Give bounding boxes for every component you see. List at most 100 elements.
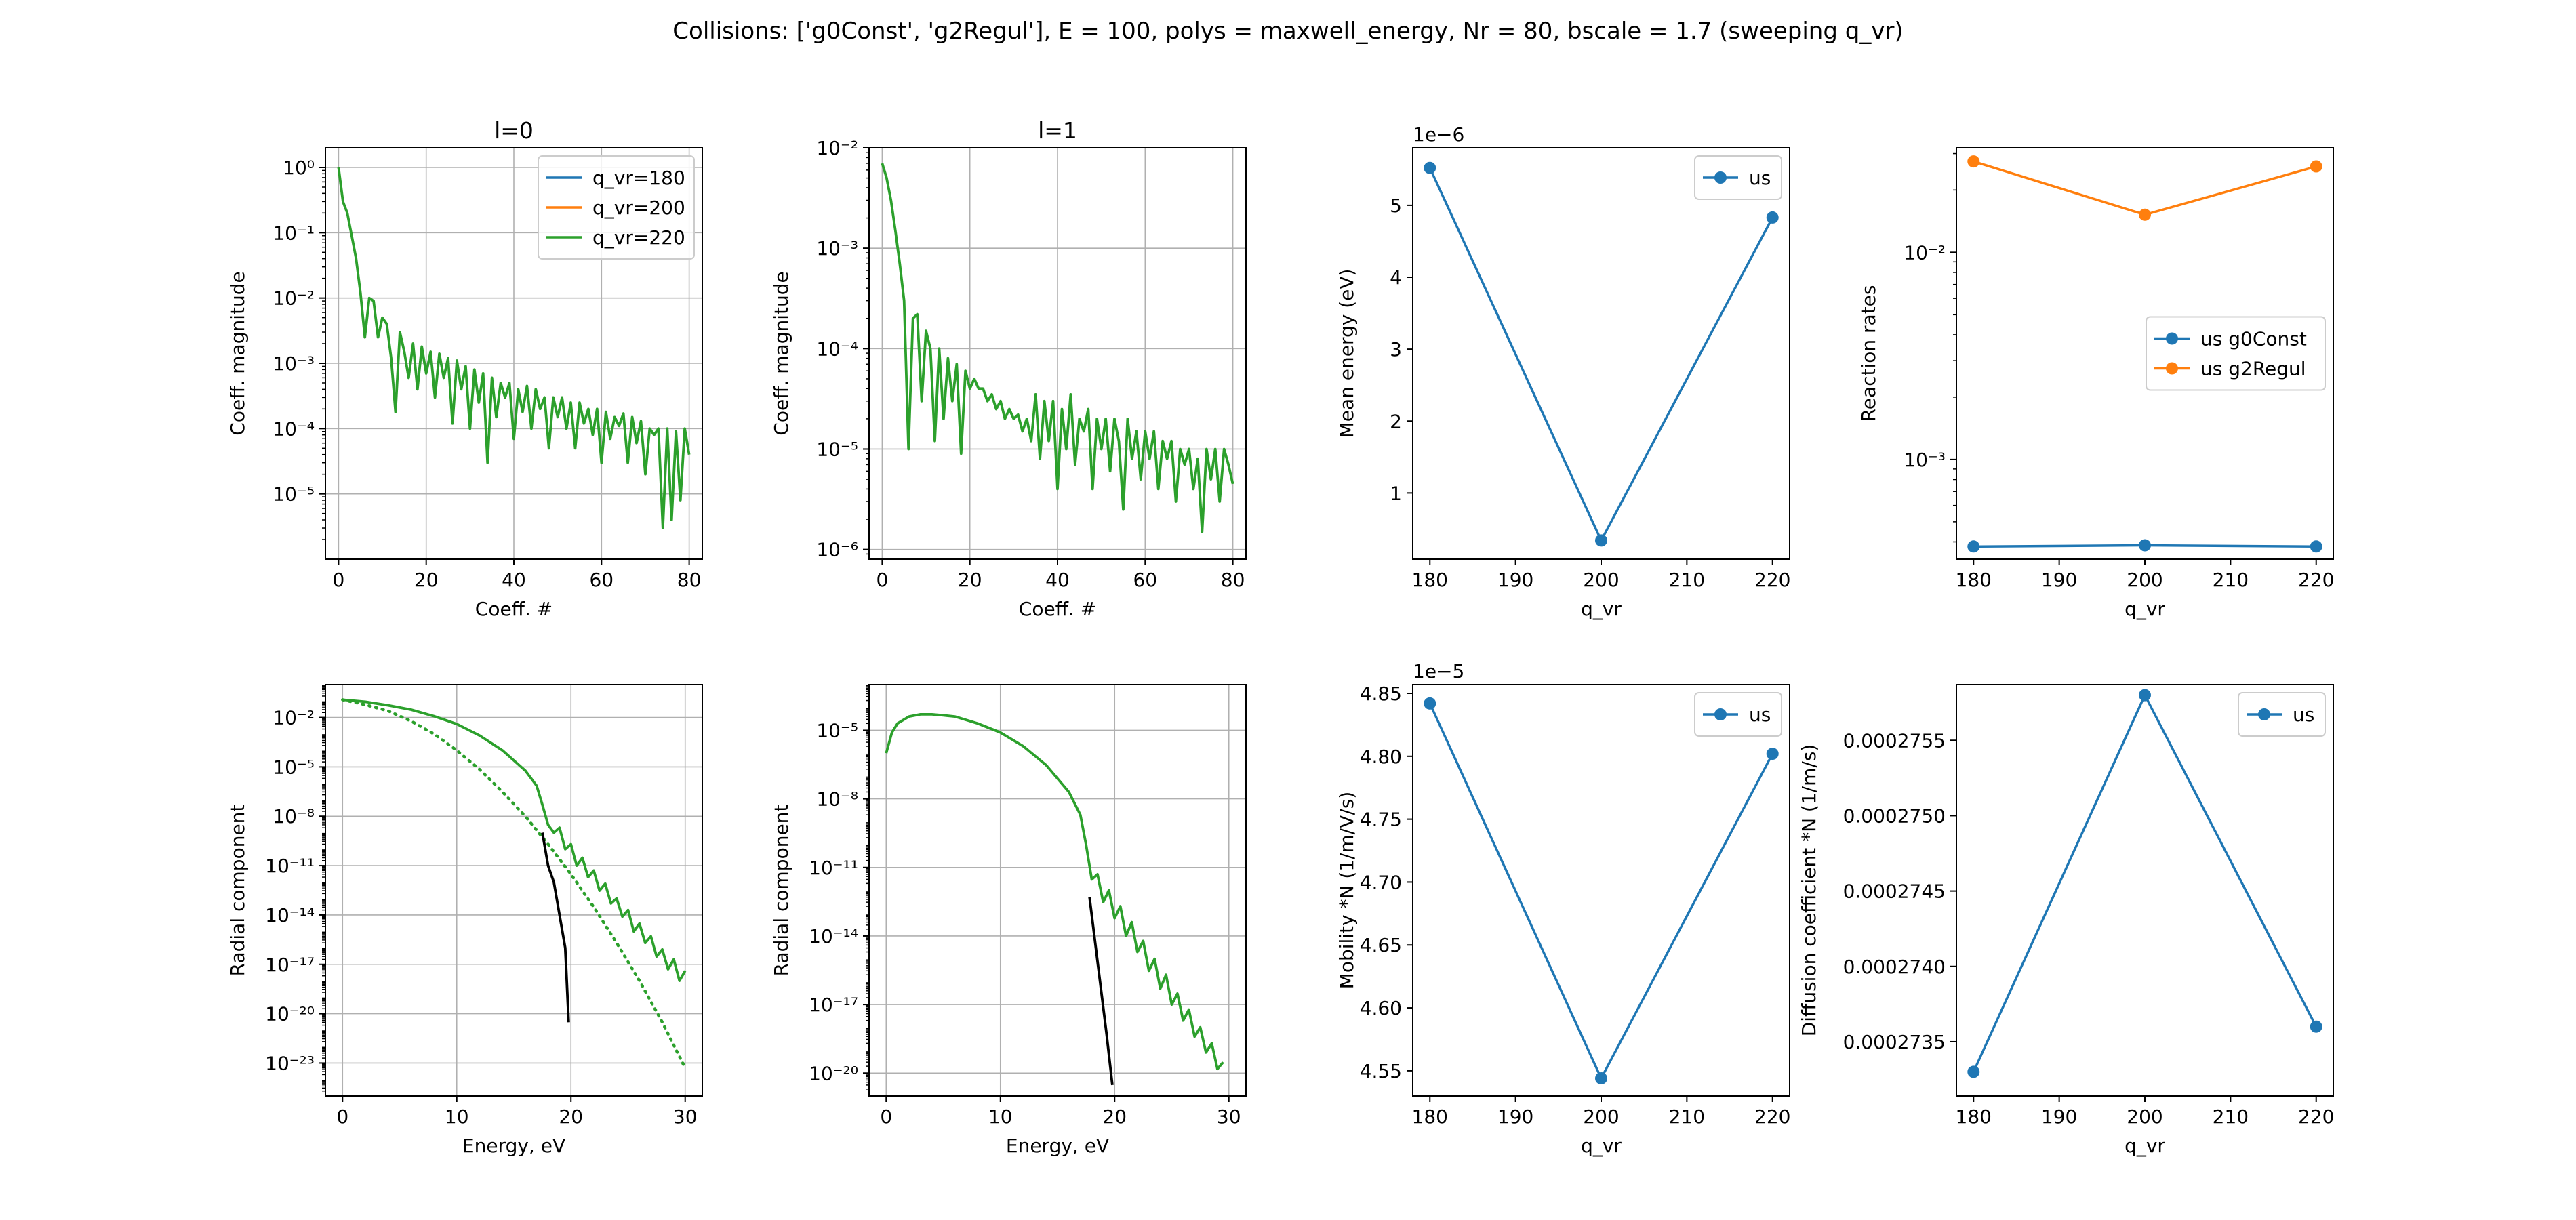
series-line — [1428, 703, 1774, 1080]
x-axis-label: q_vr — [1581, 598, 1622, 620]
legend: us — [1694, 692, 1782, 737]
x-tick-label: 190 — [2041, 1105, 2077, 1128]
data-point — [1595, 1072, 1607, 1085]
y-tick-label: 10⁻² — [273, 287, 315, 310]
y-axis-label: Diffusion coefficient *N (1/m/s) — [1798, 744, 1820, 1037]
subplot-l0-radial: 0 10 20 30 10⁻²³ 10⁻²⁰ 10⁻¹⁷ 10⁻¹⁴ 10⁻¹¹ 10⁻⁸ 10⁻⁵… — [226, 684, 703, 1157]
axes-frame — [325, 684, 703, 1097]
x-tick-label: 80 — [1221, 569, 1245, 591]
x-tick-label: 60 — [589, 569, 613, 591]
y-tick-label: 10⁻⁵ — [273, 483, 315, 506]
series-line — [337, 167, 691, 529]
data-point — [1424, 161, 1436, 174]
series-line — [1973, 160, 2317, 216]
data-point — [1766, 748, 1779, 760]
y-tick-label: 0.0002740 — [1843, 956, 1946, 978]
x-axis-label: q_vr — [2125, 598, 2165, 620]
y-tick-label: 10⁻² — [273, 707, 315, 729]
plot-area — [1967, 155, 2322, 553]
y-tick-label: 10⁻⁵ — [273, 756, 315, 778]
x-tick-label: 30 — [1217, 1105, 1241, 1128]
y-tick-label: 10⁻²³ — [265, 1052, 315, 1074]
y-axis-label: Coeff. magnitude — [226, 271, 249, 435]
x-tick-label: 180 — [1956, 1105, 1992, 1128]
subplot-title: l=1 — [1038, 117, 1077, 144]
x-tick-label: 200 — [2127, 569, 2162, 591]
x-tick-label: 0 — [880, 1105, 892, 1128]
y-tick-label: 10⁻¹¹ — [809, 857, 858, 879]
y-tick-label: 1 — [1390, 482, 1402, 504]
y-tick-label: 10⁻¹⁷ — [809, 994, 858, 1016]
subplot-reaction-rates: 180 190 200 210 220 10⁻³ 10⁻² q_vr Reaction rate… — [1857, 147, 2334, 620]
data-point — [1967, 540, 1980, 553]
y-tick-label: 4 — [1390, 266, 1402, 289]
x-tick-label: 40 — [1045, 569, 1070, 591]
axes-frame — [1412, 147, 1790, 560]
series-line — [1428, 167, 1774, 542]
y-tick-label: 10⁻¹⁴ — [265, 904, 315, 927]
legend-marker — [1714, 171, 1727, 184]
y-axis-label: Mean energy (eV) — [1335, 269, 1358, 439]
x-tick-label: 200 — [2127, 1105, 2162, 1128]
y-tick-label: 0.0002735 — [1843, 1031, 1946, 1053]
x-tick-label: 190 — [1497, 569, 1533, 591]
series-line — [541, 832, 570, 1023]
x-tick-label: 20 — [414, 569, 439, 591]
legend-marker — [2258, 708, 2270, 720]
x-tick-label: 200 — [1583, 1105, 1619, 1128]
data-point — [1424, 697, 1436, 710]
y-tick-label: 10⁻⁵ — [816, 438, 858, 460]
x-tick-label: 20 — [1102, 1105, 1127, 1128]
y-tick-label: 10⁻⁸ — [816, 788, 858, 811]
y-tick-label: 10⁻³ — [1904, 449, 1946, 471]
y-tick-label: 10⁻⁵ — [816, 719, 858, 741]
y-tick-label: 4.75 — [1360, 809, 1402, 831]
y-tick-label: 10⁻⁴ — [816, 338, 858, 360]
plot-area — [337, 167, 691, 529]
legend-label: q_vr=180 — [592, 167, 685, 189]
x-tick-label: 20 — [559, 1105, 583, 1128]
x-tick-label: 0 — [332, 569, 344, 591]
x-tick-label: 20 — [958, 569, 982, 591]
y-tick-label: 10⁻²⁰ — [265, 1003, 315, 1025]
axes-frame — [1412, 684, 1790, 1097]
x-axis-label: Energy, eV — [1006, 1135, 1109, 1157]
legend-label: q_vr=200 — [592, 197, 685, 219]
data-point — [1967, 155, 1980, 168]
y-tick-label: 2 — [1390, 410, 1402, 432]
y-tick-label: 10⁻² — [1904, 241, 1946, 264]
legend-label: us — [1749, 167, 1771, 189]
series-line — [1972, 693, 2318, 1073]
y-tick-label: 10⁻¹⁷ — [265, 954, 315, 976]
x-tick-label: 220 — [1754, 569, 1790, 591]
series-line — [342, 698, 687, 982]
y-tick-label: 4.55 — [1360, 1060, 1402, 1082]
x-tick-label: 10 — [988, 1105, 1013, 1128]
subplot-title: l=0 — [494, 117, 534, 144]
x-tick-label: 210 — [1669, 1105, 1705, 1128]
y-tick-label: 10⁻²⁰ — [809, 1062, 858, 1084]
x-tick-label: 210 — [2213, 1105, 2249, 1128]
x-tick-label: 210 — [1669, 569, 1705, 591]
y-tick-label: 10⁻⁸ — [273, 805, 315, 828]
x-axis-label: Coeff. # — [1019, 598, 1096, 620]
subplot-mobility: 180 190 200 210 220 4.55 4.60 4.65 4.70 4.75 4.80 4… — [1335, 660, 1790, 1157]
series-line — [881, 163, 1234, 533]
x-tick-label: 210 — [2213, 569, 2249, 591]
legend-marker — [1714, 708, 1727, 720]
data-point — [1766, 211, 1779, 224]
plot-area — [1424, 161, 1779, 547]
x-tick-label: 60 — [1133, 569, 1157, 591]
y-tick-label: 10⁻⁶ — [816, 539, 858, 561]
data-point — [2310, 1020, 2322, 1033]
x-axis-label: q_vr — [1581, 1135, 1622, 1157]
plot-area — [1424, 697, 1779, 1085]
x-tick-label: 40 — [502, 569, 526, 591]
x-axis-label: q_vr — [2125, 1135, 2165, 1157]
y-tick-label: 10⁻⁴ — [273, 418, 315, 440]
series-line — [885, 713, 1224, 1071]
y-tick-label: 0.0002745 — [1843, 880, 1946, 903]
x-axis-label: Energy, eV — [462, 1135, 565, 1157]
legend-marker — [2166, 362, 2178, 375]
